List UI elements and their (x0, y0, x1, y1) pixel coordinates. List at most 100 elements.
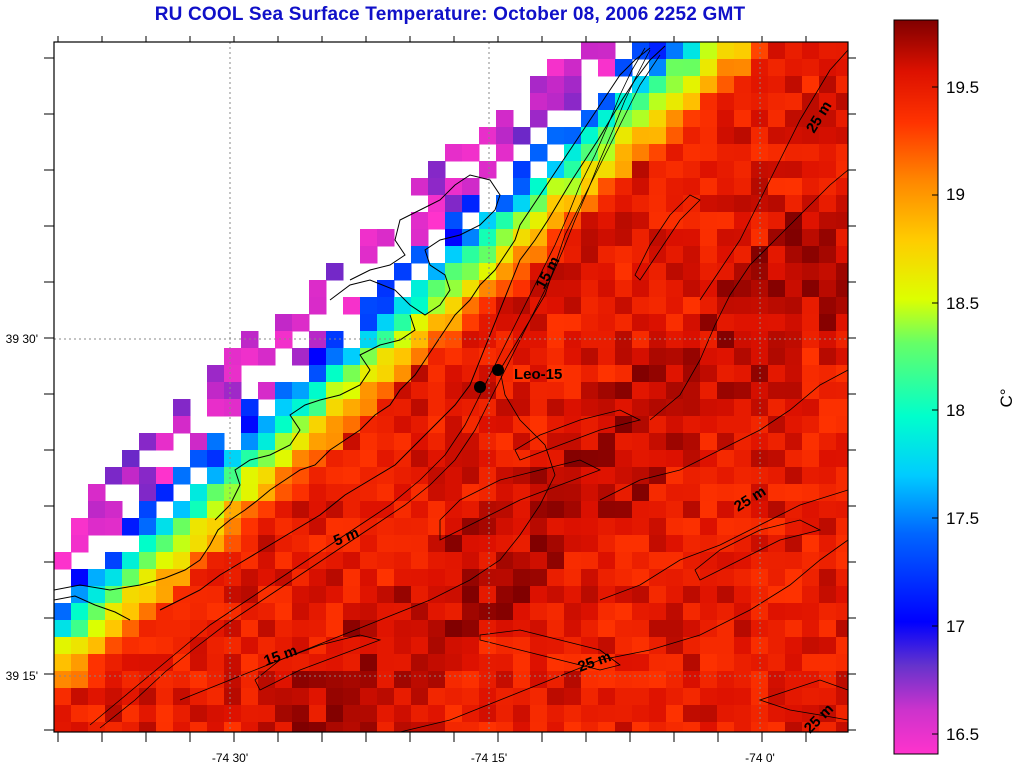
sst-cell (751, 331, 769, 349)
sst-cell (275, 399, 293, 417)
sst-cell (411, 450, 429, 468)
sst-cell (683, 450, 701, 468)
sst-cell (105, 569, 123, 587)
sst-cell (462, 331, 480, 349)
sst-cell (207, 552, 225, 570)
sst-cell (547, 416, 565, 434)
sst-cell (632, 93, 650, 111)
sst-cell (241, 399, 259, 417)
sst-cell (496, 467, 514, 485)
sst-cell (649, 161, 667, 179)
sst-cell (649, 59, 667, 77)
lat-label-2: 39 15' (6, 669, 38, 683)
sst-cell (547, 722, 565, 732)
sst-cell (275, 535, 293, 553)
sst-cell (479, 552, 497, 570)
sst-cell (479, 654, 497, 672)
sst-cell (700, 467, 718, 485)
sst-cell (836, 280, 848, 298)
sst-cell (785, 195, 803, 213)
sst-cell (632, 246, 650, 264)
sst-cell (615, 569, 633, 587)
sst-cell (836, 586, 848, 604)
sst-cell (683, 433, 701, 451)
sst-cell (802, 433, 820, 451)
sst-cell (717, 450, 735, 468)
sst-cell (581, 195, 599, 213)
sst-cell (615, 263, 633, 281)
colorbar-tick-label: 16.5 (946, 725, 979, 744)
sst-cell (360, 484, 378, 502)
sst-cell (819, 722, 837, 732)
sst-cell (717, 416, 735, 434)
sst-cell (394, 603, 412, 621)
sst-cell (513, 297, 531, 315)
sst-cell (581, 42, 599, 60)
sst-cell (615, 705, 633, 723)
sst-cell (241, 569, 259, 587)
sst-cell (326, 416, 344, 434)
sst-cell (751, 552, 769, 570)
sst-cell (513, 416, 531, 434)
sst-cell (700, 671, 718, 689)
sst-cell (428, 348, 446, 366)
sst-cell (649, 382, 667, 400)
sst-cell (564, 433, 582, 451)
sst-cell (292, 501, 310, 519)
sst-cell (513, 586, 531, 604)
sst-cell (615, 586, 633, 604)
sst-cell (462, 314, 480, 332)
sst-cell (564, 603, 582, 621)
sst-cell (190, 603, 208, 621)
sst-cell (768, 195, 786, 213)
sst-cell (411, 433, 429, 451)
sst-cell (411, 297, 429, 315)
sst-cell (513, 688, 531, 706)
sst-cell (224, 518, 242, 536)
sst-cell (785, 93, 803, 111)
sst-cell (71, 688, 89, 706)
sst-cell (768, 688, 786, 706)
sst-cell (530, 331, 548, 349)
sst-cell (360, 246, 378, 264)
sst-cell (122, 705, 140, 723)
sst-cell (360, 399, 378, 417)
sst-cell (88, 654, 106, 672)
sst-cell (819, 127, 837, 145)
sst-cell (581, 569, 599, 587)
sst-cell (785, 518, 803, 536)
sst-cell (632, 331, 650, 349)
sst-cell (445, 722, 463, 732)
sst-cell (207, 705, 225, 723)
sst-cell (360, 637, 378, 655)
sst-cell (360, 314, 378, 332)
sst-cell (479, 671, 497, 689)
sst-cell (649, 314, 667, 332)
sst-cell (428, 688, 446, 706)
sst-cell (88, 484, 106, 502)
sst-cell (717, 654, 735, 672)
sst-cell (411, 688, 429, 706)
sst-cell (734, 535, 752, 553)
sst-cell (411, 671, 429, 689)
sst-cell (428, 314, 446, 332)
sst-cell (819, 671, 837, 689)
sst-cell (581, 484, 599, 502)
sst-cell (445, 569, 463, 587)
sst-cell (479, 212, 497, 230)
sst-cell (819, 297, 837, 315)
sst-cell (156, 722, 174, 732)
sst-cell (683, 246, 701, 264)
sst-cell (343, 297, 361, 315)
sst-cell (105, 637, 123, 655)
sst-cell (156, 535, 174, 553)
sst-cell (547, 620, 565, 638)
sst-cell (173, 416, 191, 434)
sst-cell (241, 654, 259, 672)
sst-cell (224, 637, 242, 655)
sst-cell (513, 450, 531, 468)
sst-cell (292, 467, 310, 485)
sst-cell (394, 297, 412, 315)
sst-cell (292, 433, 310, 451)
sst-cell (190, 671, 208, 689)
